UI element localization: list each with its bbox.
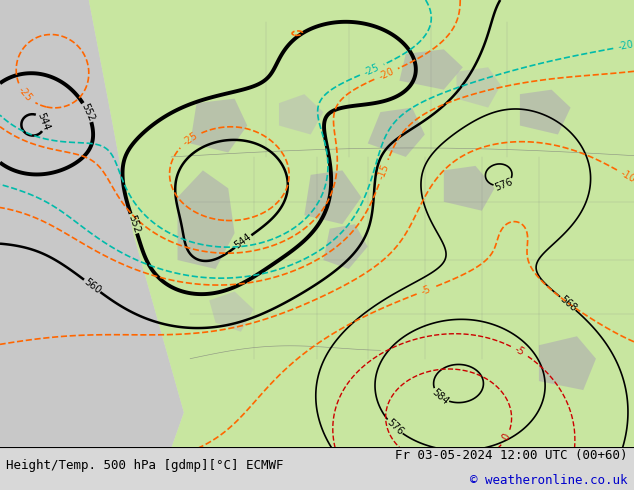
- Text: 544: 544: [36, 111, 51, 132]
- Text: 0: 0: [501, 432, 512, 442]
- Polygon shape: [279, 94, 323, 135]
- Polygon shape: [209, 292, 254, 332]
- Polygon shape: [456, 67, 501, 108]
- Polygon shape: [190, 98, 247, 152]
- Polygon shape: [444, 166, 495, 211]
- Text: Fr 03-05-2024 12:00 UTC (00+60): Fr 03-05-2024 12:00 UTC (00+60): [395, 449, 628, 462]
- Text: -25: -25: [16, 85, 34, 104]
- Text: -15: -15: [376, 163, 391, 181]
- Text: 568: 568: [558, 294, 578, 313]
- Text: Height/Temp. 500 hPa [gdmp][°C] ECMWF: Height/Temp. 500 hPa [gdmp][°C] ECMWF: [6, 459, 284, 472]
- Text: -25: -25: [363, 62, 381, 78]
- Text: 584: 584: [430, 387, 450, 406]
- Text: -5: -5: [513, 344, 526, 358]
- Text: 576: 576: [493, 176, 514, 193]
- Text: 560: 560: [82, 276, 103, 295]
- Text: 576: 576: [384, 417, 405, 437]
- Text: -25: -25: [181, 131, 200, 148]
- Polygon shape: [368, 108, 425, 157]
- Text: -5: -5: [420, 284, 432, 297]
- Polygon shape: [520, 90, 571, 135]
- Polygon shape: [323, 224, 368, 269]
- Polygon shape: [0, 0, 184, 448]
- Polygon shape: [399, 49, 463, 90]
- Text: 544: 544: [233, 232, 254, 251]
- Text: -20: -20: [377, 66, 396, 82]
- Text: -20: -20: [618, 40, 634, 52]
- Polygon shape: [178, 171, 235, 269]
- Polygon shape: [539, 336, 596, 390]
- Text: -10: -10: [619, 168, 634, 185]
- Text: 552: 552: [79, 102, 96, 123]
- Polygon shape: [89, 0, 634, 448]
- Polygon shape: [304, 171, 361, 224]
- Text: © weatheronline.co.uk: © weatheronline.co.uk: [470, 474, 628, 487]
- Text: 552: 552: [126, 213, 141, 234]
